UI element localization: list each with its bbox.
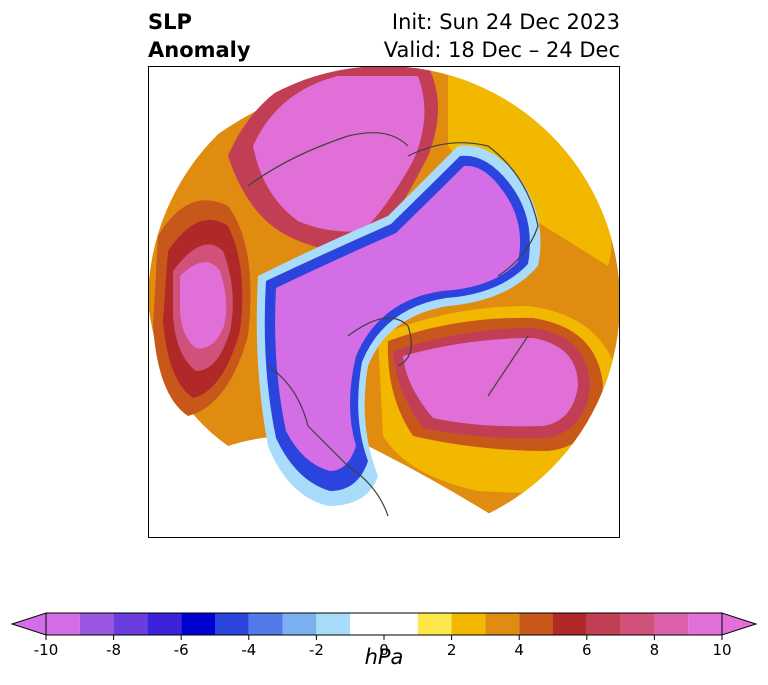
colorbar-bin <box>282 613 317 635</box>
positive-ring-yellow <box>448 66 612 266</box>
colorbar-bin <box>248 613 283 635</box>
colorbar-extend-min <box>10 612 47 636</box>
map-title: SLP Anomaly <box>148 8 251 64</box>
colorbar-tick-label: -10 <box>34 641 59 659</box>
colorbar-bin <box>147 613 182 635</box>
colorbar: -10 -8 -6 -4 -2 0 2 4 6 8 10 <box>10 612 758 659</box>
variable-sublabel: Anomaly <box>148 38 251 62</box>
colorbar-ticks: -10 -8 -6 -4 -2 0 2 4 6 8 10 <box>34 635 732 659</box>
colorbar-tick-label: -4 <box>241 641 256 659</box>
colorbar-bin <box>215 613 249 635</box>
init-date: Init: Sun 24 Dec 2023 <box>391 10 620 34</box>
colorbar-tick-label: -6 <box>174 641 189 659</box>
colorbar-bin <box>553 613 587 635</box>
colorbar-bin <box>46 613 80 635</box>
colorbar-bin <box>316 613 351 635</box>
map-dates: Init: Sun 24 Dec 2023 Valid: 18 Dec – 24… <box>384 8 620 64</box>
anomaly-field <box>148 66 620 538</box>
colorbar-bin <box>451 613 486 635</box>
colorbar-tick-label: 10 <box>712 641 731 659</box>
colorbar-bin <box>79 613 114 635</box>
colorbar-bins <box>10 612 758 636</box>
polar-map <box>148 66 620 538</box>
colorbar-tick-label: 0 <box>379 641 389 659</box>
colorbar-tick-label: 8 <box>650 641 660 659</box>
valid-range: Valid: 18 Dec – 24 Dec <box>383 38 620 62</box>
colorbar-tick-label: 4 <box>514 641 524 659</box>
atlantic-high-center <box>403 338 578 427</box>
variable-label: SLP <box>148 10 192 34</box>
colorbar-bin <box>519 613 553 635</box>
colorbar-units: hPa <box>364 645 404 669</box>
pacific-high-center <box>180 262 227 349</box>
colorbar-tick-label: -2 <box>309 641 324 659</box>
colorbar-bin <box>688 613 722 635</box>
colorbar-extend-max <box>721 612 758 636</box>
colorbar-tick-label: -8 <box>106 641 121 659</box>
colorbar-bin <box>485 613 520 635</box>
colorbar-tick-label: 6 <box>582 641 592 659</box>
colorbar-bin <box>350 613 418 635</box>
colorbar-bin <box>586 613 621 635</box>
colorbar-bin <box>620 613 655 635</box>
trough-core <box>275 165 521 471</box>
colorbar-bin <box>654 613 689 635</box>
colorbar-tick-label: 2 <box>447 641 457 659</box>
colorbar-bin <box>181 613 215 635</box>
colorbar-bin <box>113 613 148 635</box>
coastlines <box>247 132 539 517</box>
colorbar-bin <box>417 613 452 635</box>
siberia-high-core <box>253 76 425 232</box>
map-frame-border <box>148 66 620 538</box>
